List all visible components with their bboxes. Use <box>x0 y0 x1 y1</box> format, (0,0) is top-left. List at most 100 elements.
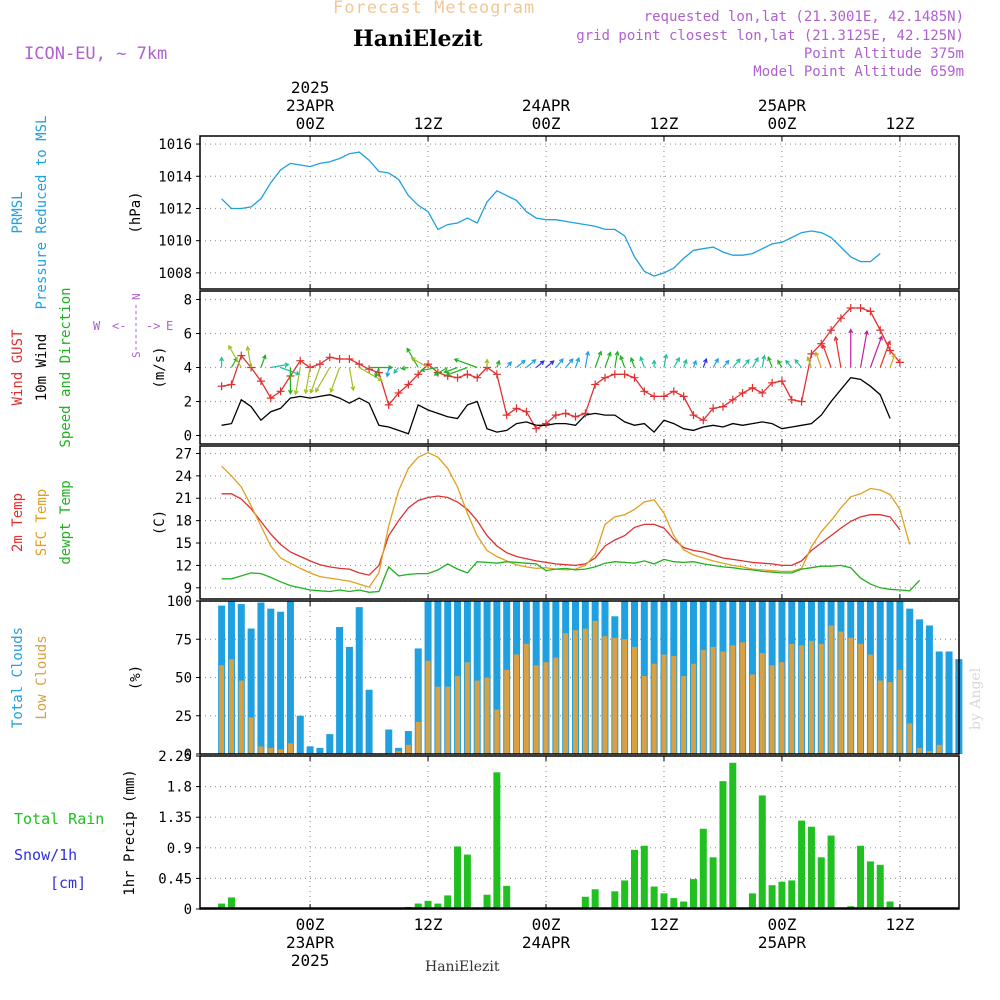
gust-marker <box>728 395 737 404</box>
precip-bar-rain <box>748 893 756 909</box>
precip-bar-rain <box>493 772 501 909</box>
series-line-prmsl <box>221 151 881 277</box>
wind-arrow <box>889 353 897 368</box>
cloud-bar-low <box>563 633 569 754</box>
cloud-bar-low <box>278 749 284 754</box>
y-tick-label: 75 <box>175 632 192 648</box>
panel-label: SFC Temp <box>34 489 50 556</box>
wind-arrow <box>777 359 783 368</box>
gust-marker <box>718 402 727 411</box>
cloud-bar-low <box>641 675 647 754</box>
cloud-bar-low <box>514 654 520 754</box>
wind-arrow <box>309 367 321 395</box>
cloud-bar-total <box>286 601 294 754</box>
gust-marker <box>797 397 806 406</box>
time-label: 24APR <box>522 96 571 115</box>
cloud-bar-low <box>445 686 451 754</box>
cloud-bar-total <box>385 729 393 754</box>
panel-label-snow: Snow/1h <box>14 846 77 864</box>
cloud-bar-total <box>444 601 452 754</box>
cloud-bar-total <box>306 746 314 754</box>
cloud-bar-total <box>414 648 422 754</box>
precip-bar-rain <box>689 879 697 909</box>
cloud-bar-low <box>602 636 608 754</box>
y-tick-label: 1.8 <box>167 780 192 796</box>
precip-bar-rain <box>581 896 589 909</box>
cloud-bar-total <box>257 602 265 754</box>
cloud-bar-total <box>326 734 334 754</box>
y-tick-label: 0 <box>184 429 192 445</box>
precip-bar-rain <box>444 895 452 909</box>
gust-marker <box>659 392 668 401</box>
cloud-bar-low <box>789 643 795 754</box>
y-tick-label: 1010 <box>158 234 192 250</box>
cloud-bar-low <box>858 643 864 754</box>
cloud-bar-low <box>779 662 785 754</box>
panel-label-cm: [cm] <box>50 874 86 892</box>
location-title: HaniElezit <box>353 26 483 52</box>
cloud-bar-total <box>493 601 501 754</box>
cloud-bar-total <box>935 651 943 754</box>
time-label: 23APR <box>286 933 335 952</box>
precip-bar-rain <box>660 893 668 909</box>
cloud-bar-low <box>907 723 913 754</box>
panel-label: Total Clouds <box>10 627 26 728</box>
gust-marker <box>630 373 639 382</box>
y-tick-label: 9 <box>184 581 192 597</box>
cloud-bar-low <box>464 662 470 754</box>
info-gridpoint: grid point closest lon,lat (21.3125E, 42… <box>576 28 964 44</box>
wind-arrow <box>574 356 581 368</box>
cloud-bar-low <box>730 645 736 754</box>
panel-frame <box>199 600 960 755</box>
wind-arrow <box>358 366 383 382</box>
wind-arrow <box>732 358 741 368</box>
gust-marker <box>453 373 462 382</box>
compass-n: N <box>130 293 143 300</box>
cloud-bar-low <box>710 646 716 754</box>
panel-precip: 0 0.45 0.9 1.35 1.8 2.25 Total Rain Snow/1h [cm]… <box>14 749 960 918</box>
cloud-bar-low <box>592 620 598 754</box>
gust-marker <box>266 394 275 403</box>
y-tick-label: 0.9 <box>167 841 192 857</box>
wind-arrow <box>516 359 526 368</box>
y-tick-label: 15 <box>175 536 192 552</box>
wind-arrow <box>629 356 636 368</box>
y-tick-label: 0 <box>184 902 192 918</box>
cloud-bar-total <box>247 628 255 754</box>
cloud-bar-low <box>651 663 657 754</box>
meteogram-title: Forecast Meteogram <box>333 0 536 18</box>
compass-arrow-e: -> <box>146 319 160 333</box>
gust-marker <box>296 356 305 365</box>
footer-location: HaniElezit <box>425 959 500 975</box>
wind-arrow <box>525 358 537 368</box>
cloud-bar-low <box>690 663 696 754</box>
gust-marker <box>866 307 875 316</box>
gust-marker <box>502 411 511 420</box>
gust-marker <box>836 314 845 323</box>
cloud-bar-total <box>876 601 884 754</box>
cloud-bar-low <box>238 680 244 754</box>
time-label: 00Z <box>532 114 561 133</box>
y-tick-label: 24 <box>175 469 192 485</box>
wind-arrow <box>682 358 688 368</box>
cloud-bar-low <box>219 665 225 754</box>
cloud-bar-low <box>749 674 755 754</box>
panel-label-unit: 1hr Precip (mm) <box>122 769 138 895</box>
cloud-bar-low <box>415 721 421 754</box>
cloud-bar-total <box>906 608 914 754</box>
precip-bar-rain <box>503 885 511 909</box>
wind-arrow <box>506 361 513 368</box>
cloud-bar-low <box>504 669 510 754</box>
cloud-bar-low <box>936 744 942 754</box>
model-label: ICON-EU, ~ 7km <box>24 44 168 64</box>
gust-marker <box>424 360 433 369</box>
wind-arrow <box>619 355 626 368</box>
precip-bar-rain <box>788 880 796 909</box>
gust-marker <box>768 378 777 387</box>
y-tick-label: 1014 <box>158 169 192 185</box>
gust-marker <box>374 368 383 377</box>
cloud-bar-low <box>523 643 529 754</box>
gust-marker <box>355 360 364 369</box>
